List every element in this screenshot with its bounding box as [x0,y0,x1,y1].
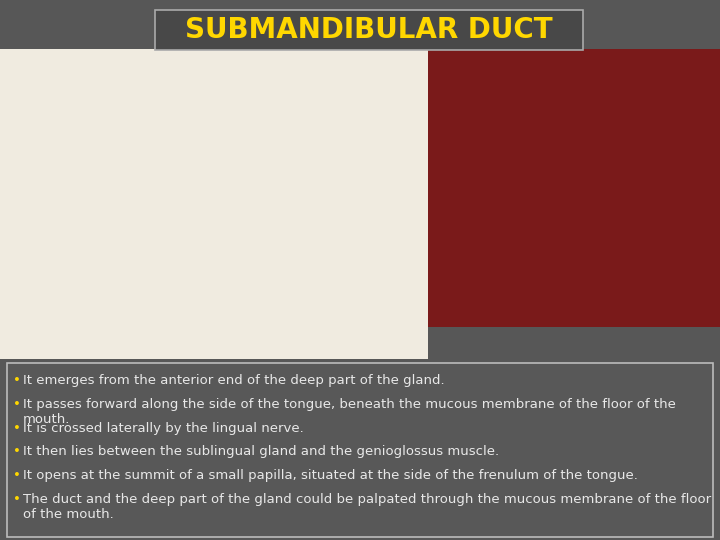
Text: SUBMANDIBULAR DUCT: SUBMANDIBULAR DUCT [185,16,553,44]
Text: It is crossed laterally by the lingual nerve.: It is crossed laterally by the lingual n… [23,422,304,435]
Text: •: • [13,374,21,387]
Text: It opens at the summit of a small papilla, situated at the side of the frenulum : It opens at the summit of a small papill… [23,469,638,482]
Text: It then lies between the sublingual gland and the genioglossus muscle.: It then lies between the sublingual glan… [23,446,499,458]
Text: The duct and the deep part of the gland could be palpated through the mucous mem: The duct and the deep part of the gland … [23,493,711,521]
Text: It passes forward along the side of the tongue, beneath the mucous membrane of t: It passes forward along the side of the … [23,398,676,426]
Text: It emerges from the anterior end of the deep part of the gland.: It emerges from the anterior end of the … [23,374,445,387]
FancyBboxPatch shape [7,363,713,537]
Text: •: • [13,446,21,458]
Text: •: • [13,398,21,411]
FancyBboxPatch shape [0,49,428,359]
Text: •: • [13,493,21,506]
Text: •: • [13,422,21,435]
FancyBboxPatch shape [428,49,720,327]
FancyBboxPatch shape [155,10,583,50]
Text: •: • [13,469,21,482]
